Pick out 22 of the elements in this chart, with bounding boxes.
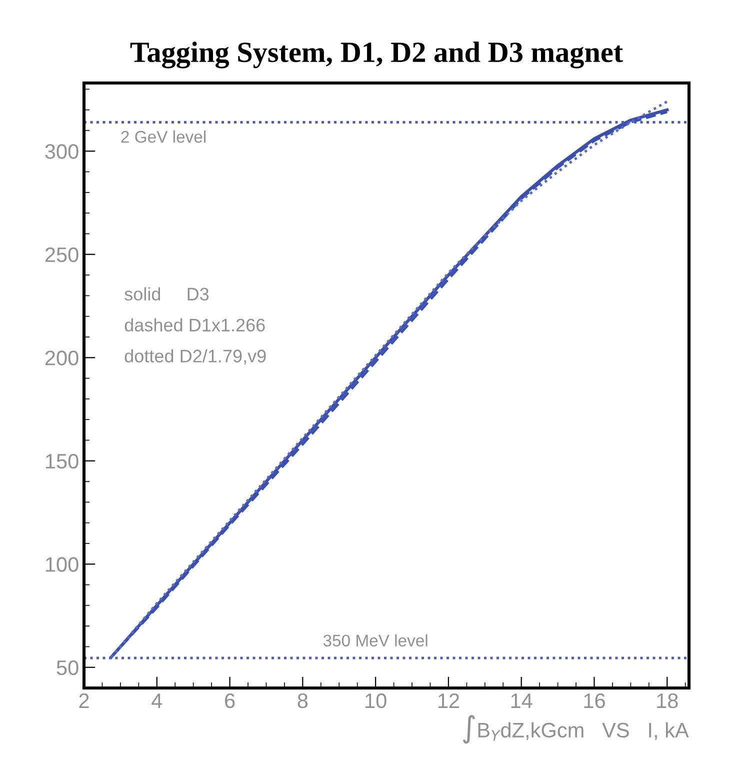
x-tick-label: 10: [366, 693, 386, 708]
x-tick-label: 8: [298, 693, 308, 708]
x-tick-label: 6: [225, 693, 235, 708]
x-tick-label: 2: [79, 693, 89, 708]
y-tick-label: 50: [56, 660, 78, 676]
x-tick-label: 18: [657, 693, 678, 708]
x-tick-label: 16: [584, 693, 605, 708]
y-tick-label: 100: [46, 557, 78, 572]
y-tick-label: 200: [45, 350, 78, 366]
annotation: dotted D2/1.79,v9: [124, 349, 266, 365]
ref-line-label: 350 MeV level: [323, 634, 428, 647]
annotation: solid D3: [124, 287, 209, 301]
x-tick-label: 4: [152, 694, 162, 708]
ref-line-label: 2 GeV level: [121, 130, 206, 143]
x-tick-label: 14: [511, 694, 532, 708]
annotation: dashed D1x1.266: [124, 318, 265, 332]
y-tick-label: 300: [45, 144, 78, 159]
y-tick-label: 250: [45, 247, 78, 262]
y-tick-label: 150: [46, 454, 78, 469]
x-axis-title: ∫B$_{Y}$dZ,kGcm VS I, kA: [462, 715, 689, 744]
x-tick-label: 12: [438, 693, 459, 708]
chart-title: Tagging System, D1, D2 and D3 magnet: [130, 42, 623, 68]
